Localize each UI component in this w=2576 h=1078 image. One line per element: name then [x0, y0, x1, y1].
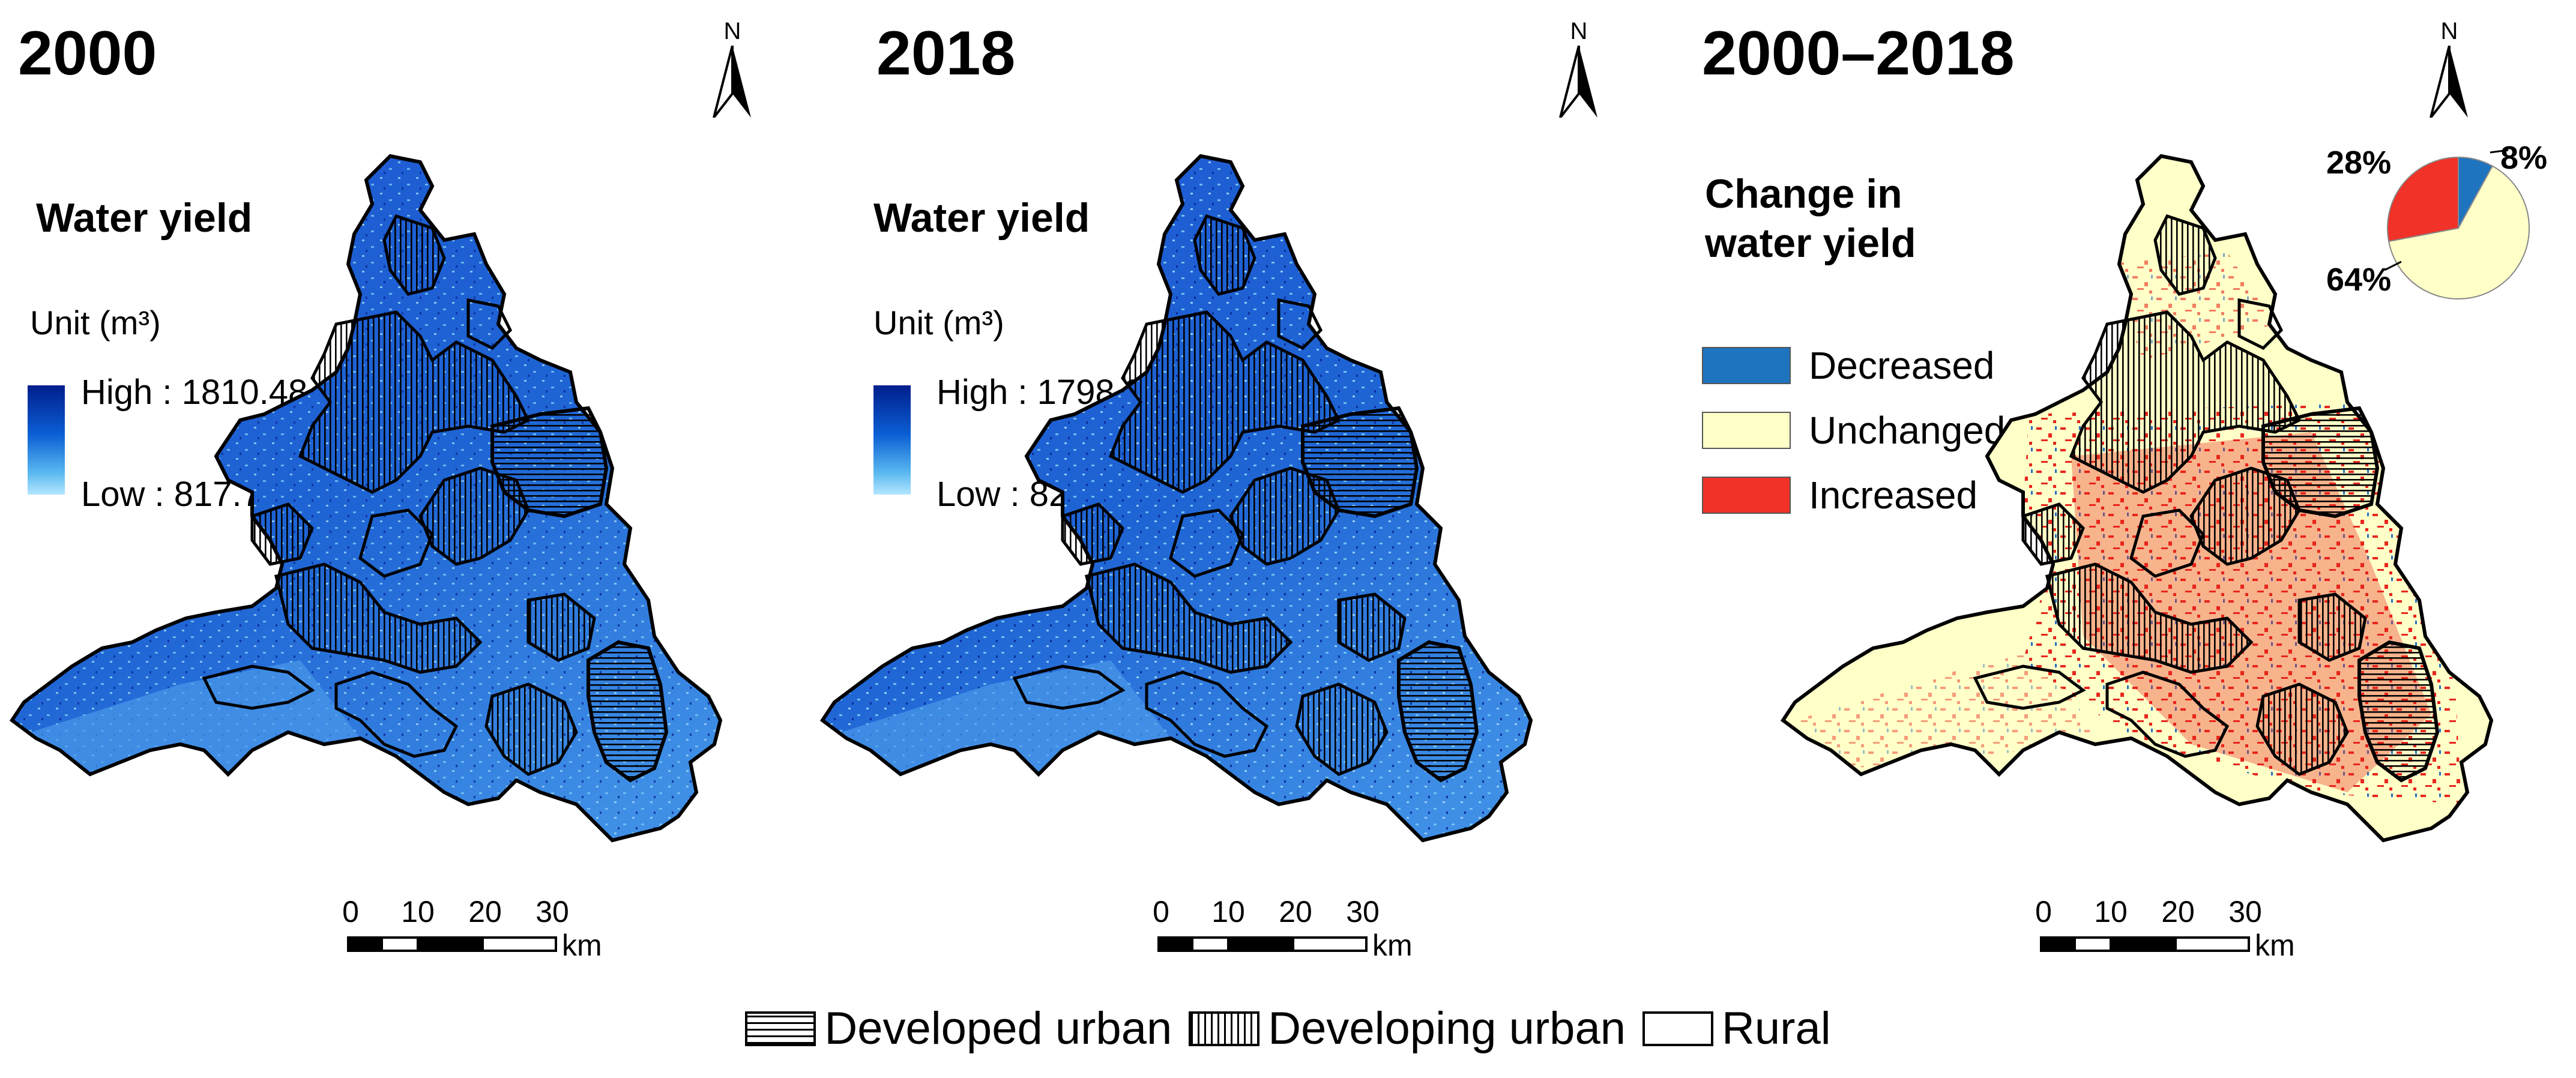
- scale-tick-0: 0: [2035, 895, 2052, 929]
- scale-unit: km: [562, 929, 602, 962]
- north-arrow-icon: [2430, 46, 2468, 118]
- zone-label-developed: Developed urban: [824, 1003, 1172, 1054]
- scale-bar-segments: [1157, 936, 1368, 952]
- zone-legend-developed: Developed urban: [745, 1002, 1172, 1055]
- legend-item-decreased: Decreased: [1702, 343, 1995, 388]
- legend-high-label: High : 1810.48: [81, 373, 308, 412]
- north-arrow: N: [1552, 18, 1606, 126]
- legend-title-change: Change in water yield: [1705, 169, 1916, 268]
- legend-unit: Unit (m³): [30, 304, 161, 342]
- scale-tick-20: 20: [1279, 895, 1312, 929]
- legend-label-increased: Increased: [1809, 474, 1978, 517]
- scale-tick-10: 10: [1211, 895, 1245, 929]
- scale-tick-10: 10: [2094, 895, 2128, 929]
- legend-title-line2: water yield: [1705, 220, 1916, 266]
- scale-bar-ticks: 0 10 20 30: [342, 894, 587, 930]
- zone-legend-developing: Developing urban: [1189, 1002, 1626, 1055]
- zone-swatch-developed: [745, 1011, 816, 1046]
- zone-swatch-developing: [1189, 1011, 1260, 1046]
- water-yield-color-ramp: [28, 385, 65, 495]
- legend-label-decreased: Decreased: [1809, 344, 1995, 387]
- scale-unit: km: [1372, 929, 1413, 962]
- legend-swatch-increased: [1702, 477, 1791, 514]
- legend-swatch-decreased: [1702, 347, 1791, 384]
- pie-label-unchanged: 64%: [2326, 262, 2392, 298]
- scale-tick-0: 0: [342, 895, 359, 929]
- pie-leader-lines: [2384, 149, 2509, 271]
- legend-label-unchanged: Unchanged: [1809, 409, 2006, 452]
- panel-title-2018: 2018: [876, 19, 1016, 88]
- zone-legend: Developed urban Developing urban Rural: [0, 1002, 2576, 1055]
- north-label: N: [723, 18, 741, 44]
- scale-bar-segments: [2040, 936, 2250, 952]
- legend-unit: Unit (m³): [873, 304, 1004, 342]
- pie-label-decreased: 8%: [2500, 140, 2548, 176]
- pie-slice-unchanged: [2387, 165, 2530, 300]
- north-arrow: N: [2422, 18, 2476, 126]
- panel-title-2000: 2000: [18, 19, 157, 88]
- zone-label-rural: Rural: [1722, 1003, 1831, 1054]
- legend-title-water-yield: Water yield: [36, 195, 253, 241]
- water-yield-color-ramp: [873, 385, 911, 495]
- water-yield-map-2018: [810, 144, 1627, 882]
- scale-bar-ticks: 0 10 20 30: [2035, 894, 2280, 930]
- scale-tick-0: 0: [1153, 895, 1169, 929]
- panel-title-change: 2000–2018: [1702, 19, 2015, 88]
- north-arrow-icon: [1559, 46, 1597, 118]
- legend-title-line1: Change in: [1705, 171, 1902, 217]
- scale-bar-ticks: 0 10 20 30: [1153, 894, 1398, 930]
- scale-tick-30: 30: [535, 895, 569, 929]
- zone-label-developing: Developing urban: [1268, 1003, 1626, 1054]
- north-label: N: [2440, 18, 2458, 44]
- scale-unit: km: [2255, 929, 2295, 962]
- scale-bar: 0 10 20 30 km: [1153, 894, 1428, 990]
- scale-bar: 0 10 20 30 km: [342, 894, 617, 990]
- water-yield-map-2000: [0, 144, 816, 882]
- scale-bar-segments: [347, 936, 557, 952]
- scale-tick-20: 20: [2161, 895, 2195, 929]
- legend-item-increased: Increased: [1702, 473, 1977, 517]
- pie-label-increased: 28%: [2326, 145, 2392, 181]
- water-yield-change-map: [1771, 144, 2576, 882]
- north-arrow-icon: [713, 46, 751, 118]
- scale-tick-10: 10: [401, 895, 435, 929]
- scale-tick-30: 30: [2228, 895, 2262, 929]
- scale-tick-30: 30: [1346, 895, 1380, 929]
- legend-swatch-unchanged: [1702, 412, 1791, 449]
- zone-legend-rural: Rural: [1642, 1002, 1831, 1055]
- scale-tick-20: 20: [468, 895, 502, 929]
- legend-item-unchanged: Unchanged: [1702, 408, 2005, 453]
- zone-swatch-rural: [1642, 1011, 1713, 1046]
- change-pie-chart: [2387, 156, 2530, 300]
- north-arrow: N: [705, 18, 759, 126]
- pie-slice-increased: [2387, 156, 2459, 242]
- legend-title-water-yield: Water yield: [873, 195, 1090, 241]
- north-label: N: [1570, 18, 1588, 44]
- scale-bar: 0 10 20 30 km: [2035, 894, 2310, 990]
